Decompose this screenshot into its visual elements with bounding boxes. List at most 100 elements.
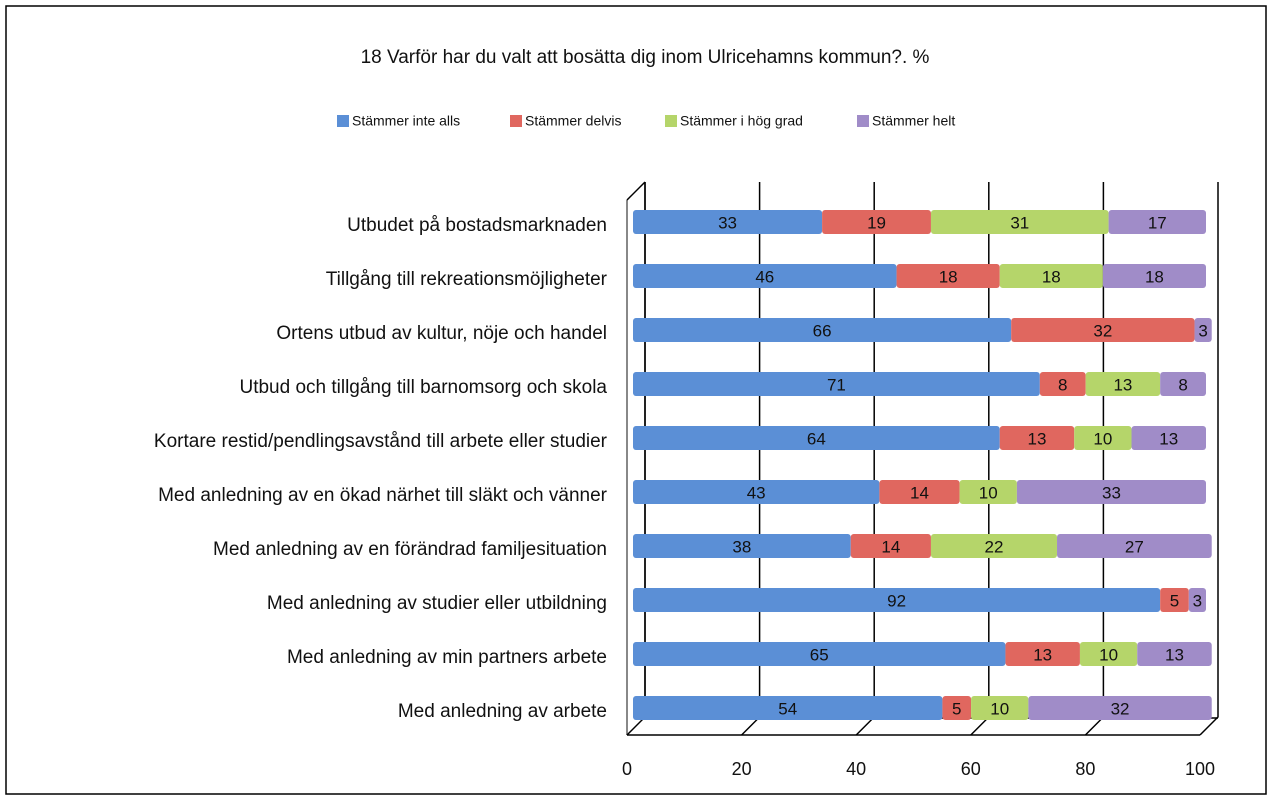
data-label: 5 <box>1170 591 1179 610</box>
bar-segment <box>896 264 1000 288</box>
data-label: 8 <box>1058 375 1067 394</box>
data-label: 14 <box>910 483 929 502</box>
legend-swatch <box>857 115 869 127</box>
data-label: 54 <box>778 699 797 718</box>
y-tick-label: Utbudet på bostadsmarknaden <box>347 215 607 236</box>
y-tick-label: Utbud och tillgång till barnomsorg och s… <box>239 377 607 398</box>
bar-segment <box>1016 480 1206 504</box>
bar-segment <box>1194 318 1212 342</box>
x-tick-label: 100 <box>1185 759 1215 779</box>
data-label: 18 <box>1145 267 1164 286</box>
x-tick-label: 40 <box>846 759 866 779</box>
bar-segment <box>1074 426 1132 450</box>
x-tick-label: 60 <box>961 759 981 779</box>
data-label: 31 <box>1010 213 1029 232</box>
bar-segment <box>1188 588 1206 612</box>
data-label: 33 <box>1102 483 1121 502</box>
bar-segment <box>1028 696 1212 720</box>
bar-segment <box>633 534 851 558</box>
data-label: 32 <box>1111 699 1130 718</box>
bar-segment <box>1160 588 1189 612</box>
bar-segment <box>633 588 1161 612</box>
data-label: 18 <box>939 267 958 286</box>
bar-segment <box>1131 426 1206 450</box>
y-tick-label: Med anledning av min partners arbete <box>287 647 607 668</box>
data-label: 13 <box>1165 645 1184 664</box>
data-label: 8 <box>1178 375 1187 394</box>
data-label: 32 <box>1093 321 1112 340</box>
legend-label: Stämmer i hög grad <box>680 113 803 129</box>
data-label: 38 <box>732 537 751 556</box>
bar-segment <box>1057 534 1212 558</box>
legend-swatch <box>665 115 677 127</box>
data-label: 5 <box>952 699 961 718</box>
y-tick-label: Med anledning av studier eller utbildnin… <box>267 593 607 614</box>
y-tick-label: Tillgång till rekreationsmöjligheter <box>326 269 608 290</box>
data-label: 71 <box>827 375 846 394</box>
data-label: 10 <box>990 699 1009 718</box>
bar-segment <box>633 264 897 288</box>
bar-segment <box>930 534 1058 558</box>
data-label: 22 <box>985 537 1004 556</box>
data-label: 65 <box>810 645 829 664</box>
x-tick-label: 20 <box>732 759 752 779</box>
bar-segment <box>1108 210 1206 234</box>
frame <box>5 5 1267 795</box>
y-tick-label: Med anledning av en förändrad familjesit… <box>213 539 607 560</box>
data-label: 13 <box>1159 429 1178 448</box>
data-label: 14 <box>881 537 900 556</box>
bar-segment <box>999 264 1103 288</box>
legend-swatch <box>337 115 349 127</box>
bar-segment <box>1085 372 1161 396</box>
data-label: 10 <box>1099 645 1118 664</box>
data-label: 19 <box>867 213 886 232</box>
bar-segment <box>971 696 1029 720</box>
bar-segment <box>999 426 1075 450</box>
bar-segment <box>633 372 1040 396</box>
data-label: 3 <box>1198 321 1207 340</box>
data-label: 13 <box>1033 645 1052 664</box>
legend-label: Stämmer delvis <box>525 113 621 129</box>
bar-segment <box>1079 642 1138 666</box>
bar-segment <box>1005 642 1080 666</box>
x-tick-label: 0 <box>622 759 632 779</box>
data-label: 13 <box>1113 375 1132 394</box>
chart-title: 18 Varför har du valt att bosätta dig in… <box>361 47 930 68</box>
bar-segment <box>959 480 1017 504</box>
data-label: 33 <box>718 213 737 232</box>
data-label: 92 <box>887 591 906 610</box>
grid-line <box>1199 182 1219 736</box>
y-tick-label: Kortare restid/pendlingsavstånd till arb… <box>154 431 608 452</box>
bar-segment <box>930 210 1109 234</box>
data-label: 13 <box>1028 429 1047 448</box>
bar-segment <box>942 696 972 720</box>
legend-label: Stämmer inte alls <box>352 113 460 129</box>
bar-segment <box>1102 264 1206 288</box>
bar-segment <box>1039 372 1086 396</box>
bar-segment <box>1160 372 1206 396</box>
bar-segment <box>850 534 931 558</box>
bar-segment <box>879 480 960 504</box>
y-tick-label: Med anledning av arbete <box>398 701 607 722</box>
bar-segment <box>633 426 1000 450</box>
data-label: 43 <box>747 483 766 502</box>
bar-segment <box>822 210 931 234</box>
bar-segment <box>633 642 1006 666</box>
data-label: 17 <box>1148 213 1167 232</box>
bar-segment <box>633 210 823 234</box>
data-label: 18 <box>1042 267 1061 286</box>
bar-segment <box>1137 642 1212 666</box>
legend-label: Stämmer helt <box>872 113 955 129</box>
data-label: 10 <box>979 483 998 502</box>
data-label: 27 <box>1125 537 1144 556</box>
y-tick-label: Med anledning av en ökad närhet till slä… <box>158 485 608 506</box>
y-tick-label: Ortens utbud av kultur, nöje och handel <box>276 323 607 344</box>
bar-segment <box>633 480 880 504</box>
legend-swatch <box>510 115 522 127</box>
x-tick-label: 80 <box>1075 759 1095 779</box>
data-label: 66 <box>813 321 832 340</box>
data-label: 10 <box>1093 429 1112 448</box>
data-label: 3 <box>1193 591 1202 610</box>
bar-segment <box>633 696 943 720</box>
